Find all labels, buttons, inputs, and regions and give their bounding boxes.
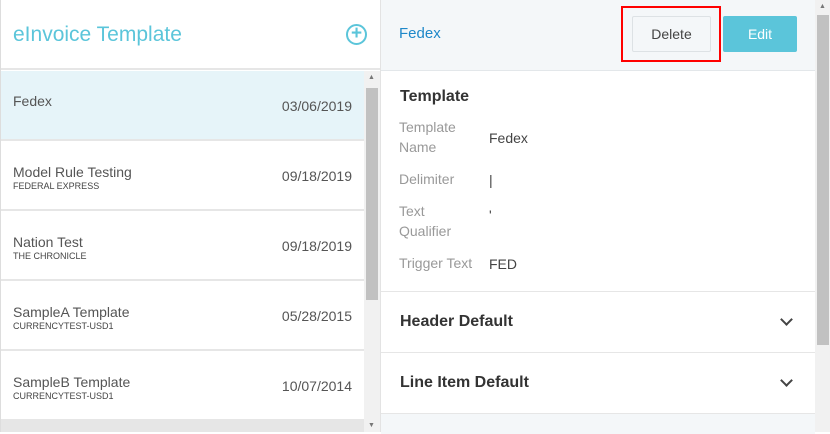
- list-item[interactable]: SampleA Template CURRENCYTEST-USD1 05/28…: [1, 281, 364, 349]
- field-label: Template Name: [399, 119, 456, 155]
- field-label: Text Qualifier: [399, 203, 452, 239]
- detail-title: Fedex: [399, 25, 441, 42]
- item-name: Nation Test: [13, 234, 83, 250]
- detail-scrollbar[interactable]: ▲: [815, 0, 830, 432]
- template-list-panel: eInvoice Template + Fedex 03/06/2019 Mod…: [0, 0, 381, 432]
- highlight-box: [621, 6, 721, 62]
- chevron-down-icon[interactable]: [780, 374, 793, 387]
- item-subtitle: FEDERAL EXPRESS: [13, 181, 100, 191]
- list-header: eInvoice Template +: [1, 0, 380, 70]
- item-date: 09/18/2019: [281, 238, 352, 254]
- item-name: Model Rule Testing: [13, 164, 132, 180]
- item-name: SampleA Template: [13, 304, 130, 320]
- item-subtitle: CURRENCYTEST-USD1: [13, 321, 114, 331]
- list-item[interactable]: Model Rule Testing FEDERAL EXPRESS 09/18…: [1, 141, 364, 209]
- item-subtitle: CURRENCYTEST-USD1: [13, 391, 114, 401]
- scroll-up-icon[interactable]: ▲: [368, 74, 375, 81]
- chevron-down-icon[interactable]: [780, 313, 793, 326]
- item-name: Fedex: [13, 93, 52, 109]
- detail-header: Fedex Delete Edit: [381, 0, 815, 71]
- plus-circle-icon[interactable]: +: [346, 24, 367, 45]
- field-value: FED: [489, 256, 517, 272]
- scroll-down-icon[interactable]: ▼: [368, 422, 375, 429]
- section-heading: Line Item Default: [400, 374, 529, 391]
- template-section: Template Template Name Fedex Delimiter |…: [381, 72, 815, 292]
- item-subtitle: THE CHRONICLE: [13, 251, 87, 261]
- delete-button[interactable]: Delete: [632, 16, 711, 52]
- field-value: ': [489, 207, 492, 223]
- list-scrollbar[interactable]: ▲ ▼: [364, 71, 380, 432]
- field-value: |: [489, 172, 493, 188]
- scrollbar-thumb[interactable]: [366, 88, 378, 300]
- edit-button[interactable]: Edit: [723, 16, 797, 52]
- line-item-default-section[interactable]: Line Item Default: [381, 353, 815, 414]
- field-label: Trigger Text: [399, 255, 473, 271]
- detail-footer: [381, 414, 815, 434]
- field-label: Delimiter: [399, 171, 455, 187]
- section-heading: Template: [400, 88, 470, 105]
- item-date: 10/07/2014: [281, 378, 352, 394]
- scroll-up-icon[interactable]: ▲: [819, 3, 826, 10]
- field-value: Fedex: [489, 130, 528, 146]
- scrollbar-thumb[interactable]: [817, 15, 829, 345]
- section-heading: Header Default: [400, 313, 513, 330]
- list-item[interactable]: SampleB Template CURRENCYTEST-USD1 10/07…: [1, 351, 364, 419]
- detail-body: Template Template Name Fedex Delimiter |…: [381, 72, 815, 434]
- item-date: 03/06/2019: [281, 98, 352, 114]
- list-item[interactable]: Fedex 03/06/2019: [1, 71, 364, 139]
- item-date: 05/28/2015: [281, 308, 352, 324]
- item-name: SampleB Template: [13, 374, 131, 390]
- item-date: 09/18/2019: [281, 168, 352, 184]
- list-item[interactable]: Nation Test THE CHRONICLE 09/18/2019: [1, 211, 364, 279]
- header-default-section[interactable]: Header Default: [381, 292, 815, 353]
- template-list: Fedex 03/06/2019 Model Rule Testing FEDE…: [1, 71, 364, 432]
- page-title: eInvoice Template: [13, 23, 182, 46]
